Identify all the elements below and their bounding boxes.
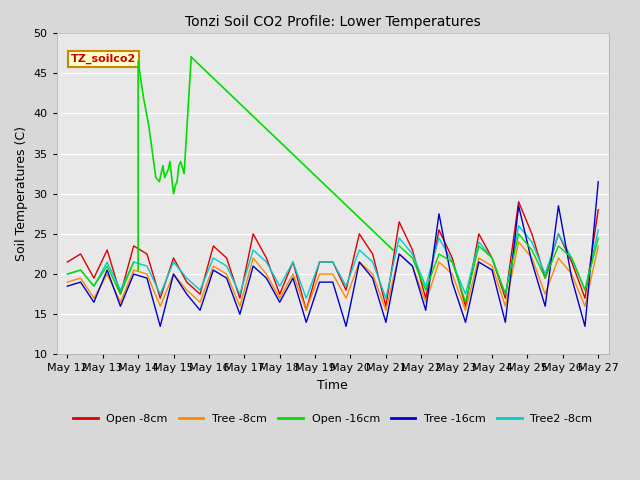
Y-axis label: Soil Temperatures (C): Soil Temperatures (C) xyxy=(15,126,28,261)
Text: TZ_soilco2: TZ_soilco2 xyxy=(70,54,136,64)
Legend: Open -8cm, Tree -8cm, Open -16cm, Tree -16cm, Tree2 -8cm: Open -8cm, Tree -8cm, Open -16cm, Tree -… xyxy=(68,410,597,429)
Title: Tonzi Soil CO2 Profile: Lower Temperatures: Tonzi Soil CO2 Profile: Lower Temperatur… xyxy=(185,15,481,29)
X-axis label: Time: Time xyxy=(317,379,348,392)
